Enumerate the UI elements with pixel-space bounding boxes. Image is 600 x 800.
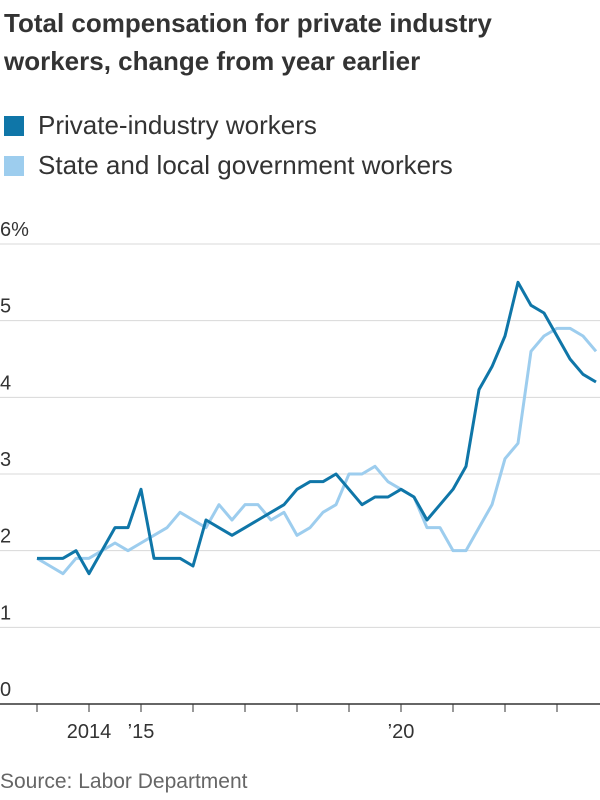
x-tick-label: ’15 (128, 721, 155, 743)
y-tick-label: 5 (0, 296, 11, 318)
y-tick-label: 4 (0, 372, 11, 394)
y-tick-label: 2 (0, 526, 11, 548)
line (37, 280, 597, 576)
line (36, 326, 598, 576)
source: Source: Labor Department (0, 770, 248, 793)
legend-item: Private-industry workers (4, 110, 317, 141)
legend-label: Private-industry workers (38, 110, 317, 140)
x-tick-label: ’20 (388, 721, 415, 743)
legend-swatch (4, 155, 24, 176)
y-tick-label: 6% (0, 219, 29, 241)
y-tick-label: 1 (0, 602, 11, 624)
chart-title: Total compensation for private industry … (4, 8, 492, 76)
x-tick-label: 2014 (67, 721, 112, 743)
legend-item: State and local government workers (4, 150, 453, 181)
legend-swatch (4, 115, 24, 136)
y-tick-label: 3 (0, 449, 11, 471)
legend-label: State and local government workers (38, 150, 453, 180)
y-tick-label: 0 (0, 679, 11, 701)
